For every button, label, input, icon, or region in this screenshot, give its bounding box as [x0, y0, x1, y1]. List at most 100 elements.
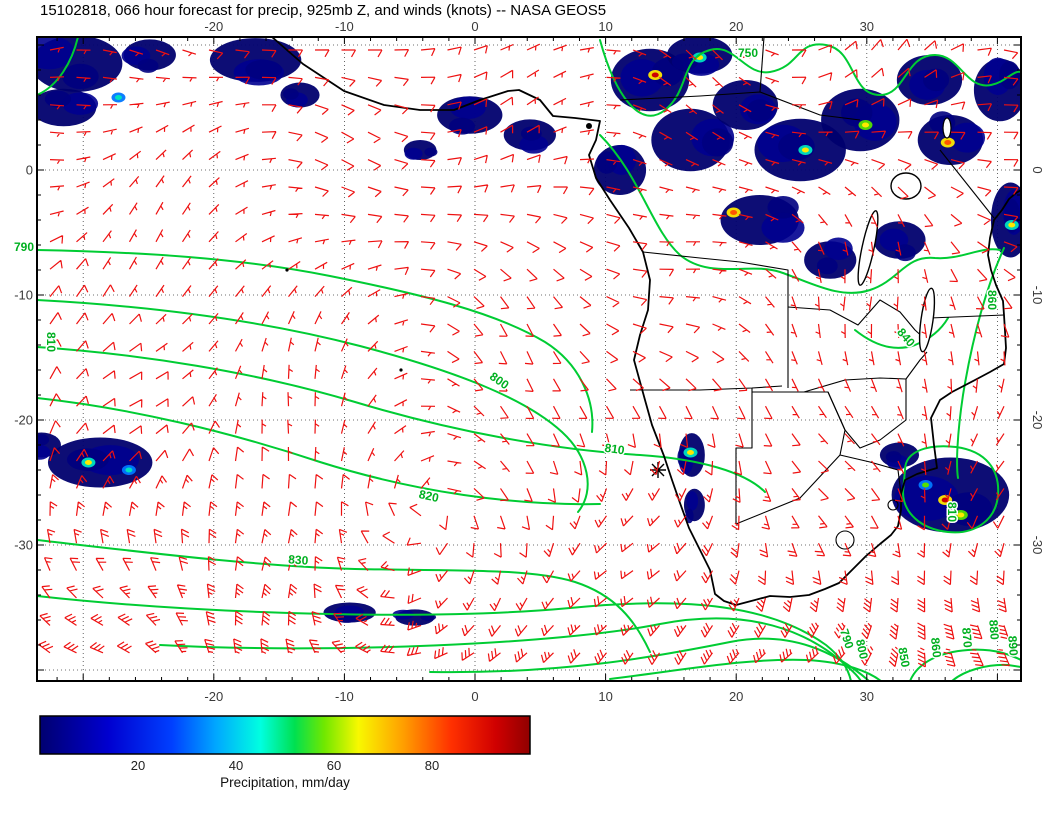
colorbar-tick-label: 60 [327, 758, 341, 773]
precip-region [894, 475, 959, 521]
precip-region [949, 122, 986, 153]
country-border [905, 351, 928, 380]
precip-region [424, 147, 438, 157]
contour-label: 830 [288, 552, 309, 567]
contour-label: 850 [895, 646, 912, 668]
country-border [787, 299, 927, 341]
height-contour-line [37, 595, 852, 681]
colorbar-tick-label: 80 [425, 758, 439, 773]
precip-core [944, 140, 952, 145]
height-contour-line [37, 37, 79, 96]
lake-malawi [918, 287, 936, 353]
country-border [939, 149, 995, 219]
lon-tick-label-bottom: 20 [729, 689, 743, 704]
height-contour-line [429, 637, 870, 681]
precip-core [957, 512, 965, 518]
lon-tick-label-bottom: -20 [204, 689, 223, 704]
contour-label: 800 [853, 638, 871, 661]
lon-tick-label-top: 20 [729, 19, 743, 34]
lon-tick-label-top: 0 [471, 19, 478, 34]
colorbar: 20 40 60 80 Precipitation, mm/day [39, 715, 531, 790]
height-contour-line [37, 539, 651, 653]
height-contour-line [909, 648, 1021, 681]
height-contour-line [854, 317, 949, 349]
island-bioko [586, 123, 592, 129]
precip-region [137, 58, 159, 73]
africa-coastline [271, 37, 1021, 606]
island-dot [399, 368, 403, 372]
colorbar-gradient [39, 715, 531, 755]
precip-region [62, 63, 99, 90]
precip-region [520, 126, 542, 141]
precip-region [701, 128, 734, 157]
country-border [759, 37, 765, 93]
lon-tick-label-bottom: 0 [471, 689, 478, 704]
precip-core [125, 467, 133, 473]
country-border [887, 499, 899, 511]
lat-tick-label-left: 0 [26, 163, 33, 178]
coastlines-borders [271, 37, 1021, 606]
contour-label: 890 [1005, 635, 1020, 656]
precip-region [596, 151, 618, 174]
contour-label: 790 [837, 627, 857, 651]
country-border [630, 385, 783, 391]
precip-region [767, 196, 799, 219]
precip-region [37, 444, 51, 460]
height-contour-line [37, 397, 601, 506]
lon-tick-label-bottom: -10 [335, 689, 354, 704]
contour-label: 860 [928, 637, 944, 659]
precip-region [37, 37, 75, 70]
height-contour-line [956, 247, 1005, 479]
axis-ticks-labels: -20 -20 -10 -10 0 0 10 10 20 20 30 30 0 0 -10 -10 -20 -20… [14, 19, 1045, 704]
colorbar-tick-label: 40 [229, 758, 243, 773]
precip-core [861, 122, 869, 128]
precipitation-shading [37, 37, 1021, 626]
lat-tick-label-left: -10 [14, 288, 33, 303]
precip-core [114, 95, 122, 100]
precip-core [730, 210, 738, 215]
precip-region [816, 257, 838, 275]
precip-region [37, 434, 50, 446]
island-dot [285, 268, 289, 272]
wind-barbs [38, 38, 1019, 668]
contour-label: 810 [945, 502, 959, 522]
lat-tick-label-right: 0 [1030, 166, 1045, 173]
contour-label: 810 [604, 441, 626, 458]
lon-tick-label-top: -20 [204, 19, 223, 34]
lat-tick-label-right: -20 [1030, 411, 1045, 430]
precip-core [801, 147, 809, 153]
country-border [735, 388, 753, 524]
lon-tick-label-bottom: 30 [860, 689, 874, 704]
precip-region [746, 99, 773, 122]
contour-label: 810 [44, 332, 58, 352]
contour-label: 750 [738, 46, 758, 60]
contour-label: 880 [986, 619, 1001, 640]
height-contour-line [599, 134, 1001, 294]
lon-tick-label-bottom: 10 [598, 689, 612, 704]
height-contour-line [951, 663, 1021, 681]
contour-label: 820 [418, 487, 441, 505]
precip-region [282, 88, 299, 100]
precip-core [922, 482, 930, 488]
height-contour-line [599, 39, 1021, 117]
lat-tick-label-right: -30 [1030, 536, 1045, 555]
colorbar-tick-labels: 20 40 60 80 [131, 758, 439, 773]
precip-region [885, 451, 902, 463]
precip-core [651, 72, 659, 78]
station-marker [650, 462, 666, 478]
country-border [839, 454, 902, 495]
lake-victoria [890, 172, 922, 200]
map-frame [36, 36, 1022, 682]
height-contour-line [37, 346, 766, 493]
precip-core [1008, 222, 1016, 228]
precip-core [686, 450, 694, 455]
lon-tick-label-top: -10 [335, 19, 354, 34]
lat-tick-label-left: -30 [14, 538, 33, 553]
chart-title: 15102818, 066 hour forecast for precip, … [40, 2, 606, 19]
precip-region [686, 491, 699, 511]
lat-tick-label-right: -10 [1030, 286, 1045, 305]
country-border [929, 314, 1005, 319]
contour-label: 860 [985, 290, 999, 310]
colorbar-caption: Precipitation, mm/day [220, 775, 350, 790]
